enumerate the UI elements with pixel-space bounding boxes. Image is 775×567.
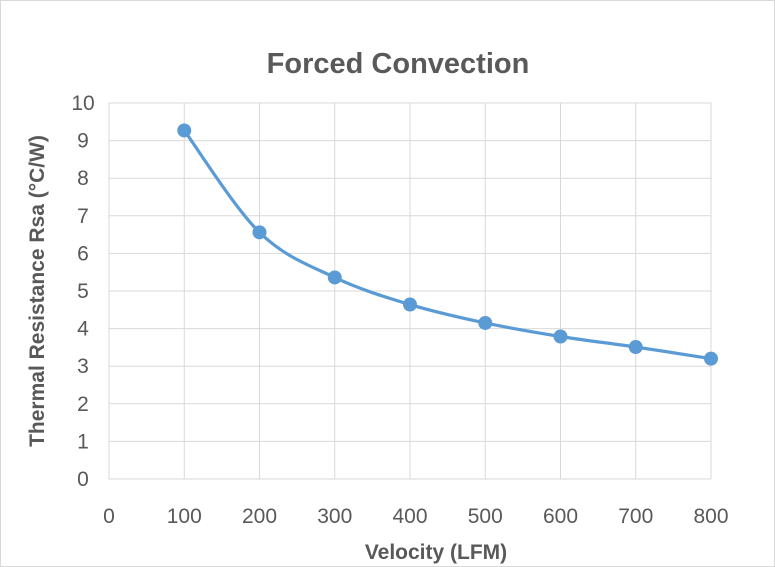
x-tick-label: 100 — [167, 505, 202, 528]
y-tick-label: 2 — [77, 393, 89, 416]
x-tick-label: 400 — [392, 505, 427, 528]
y-tick-labels: 0 1 2 3 4 5 6 7 8 9 10 — [71, 92, 94, 491]
y-tick-label: 1 — [77, 430, 89, 453]
data-point — [327, 270, 342, 285]
data-point — [553, 329, 568, 344]
x-tick-label: 800 — [693, 505, 728, 528]
series-line — [182, 128, 713, 361]
data-point — [177, 123, 192, 138]
y-tick-label: 6 — [77, 242, 89, 265]
y-tick-label: 5 — [77, 280, 89, 303]
y-tick-label: 8 — [77, 167, 89, 190]
data-point — [704, 351, 718, 366]
x-tick-labels: 0 100 200 300 400 500 600 700 800 — [103, 505, 728, 528]
data-points — [177, 123, 718, 366]
y-tick-label: 7 — [77, 205, 89, 228]
x-tick-label: 500 — [468, 505, 503, 528]
y-tick-label: 10 — [71, 92, 94, 115]
y-axis-label: Thermal Resistance Rsa (°C/W) — [26, 135, 49, 447]
y-tick-label: 3 — [77, 355, 89, 378]
x-tick-label: 300 — [317, 505, 352, 528]
y-tick-label: 4 — [77, 318, 89, 341]
data-point — [252, 225, 267, 240]
data-point — [628, 340, 643, 355]
data-point — [403, 297, 417, 312]
y-tick-label: 0 — [77, 468, 89, 491]
gridlines — [108, 102, 712, 480]
x-tick-label: 0 — [103, 505, 115, 528]
x-tick-label: 600 — [543, 505, 578, 528]
x-tick-label: 700 — [618, 505, 653, 528]
x-axis-label: Velocity (LFM) — [365, 541, 507, 564]
data-point — [478, 315, 493, 330]
chart-title: Forced Convection — [267, 48, 530, 80]
x-tick-label: 200 — [242, 505, 277, 528]
y-tick-label: 9 — [77, 130, 89, 153]
